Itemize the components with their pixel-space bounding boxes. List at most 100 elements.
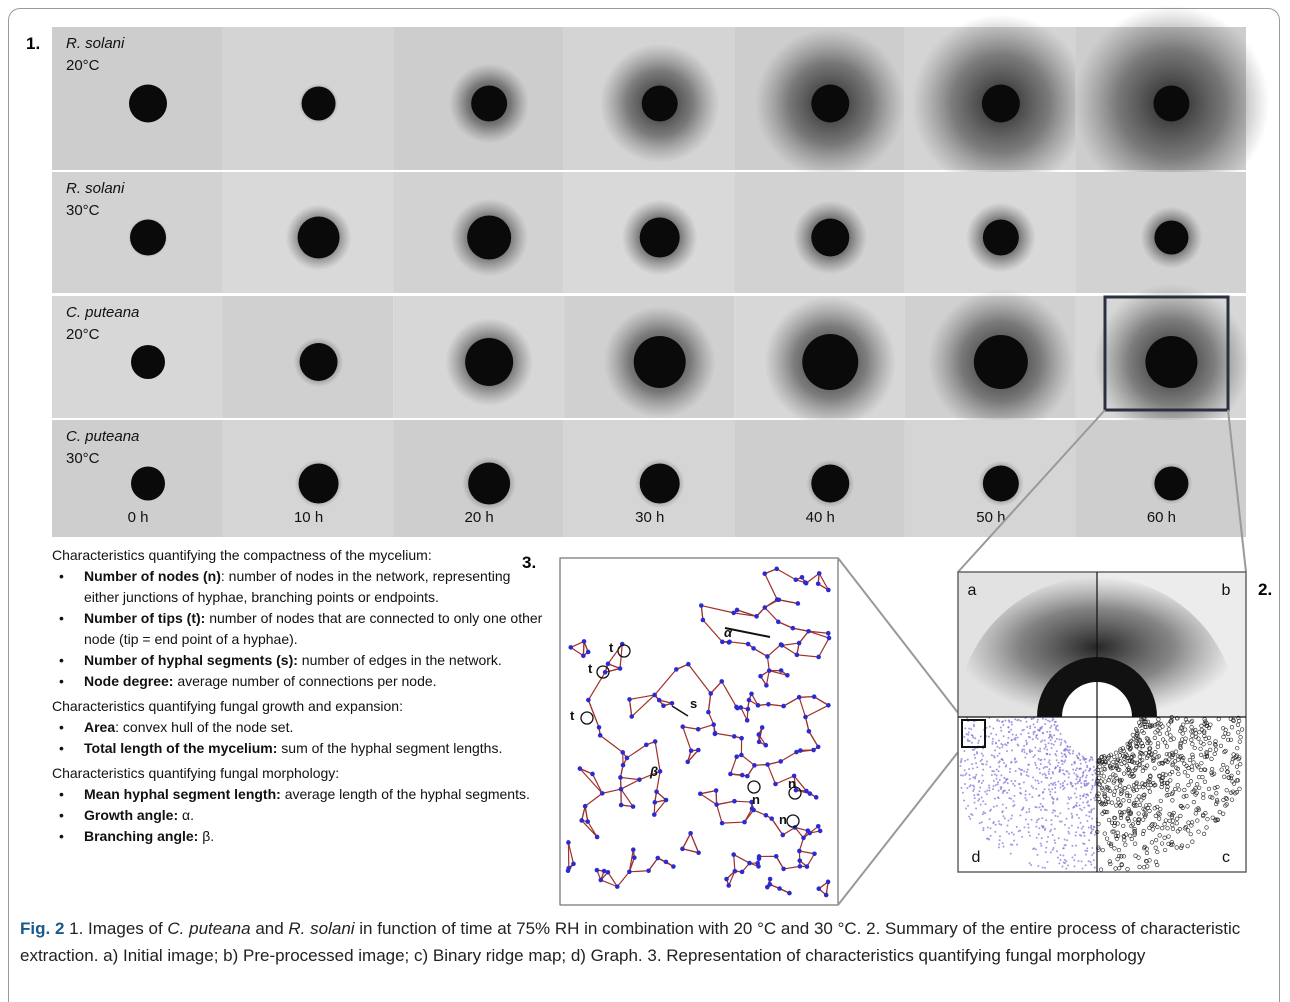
graph-node (1060, 820, 1063, 823)
graph-node (964, 782, 967, 785)
ridge-cell (1121, 835, 1127, 840)
graph-node (1041, 826, 1044, 829)
network-node (585, 819, 591, 824)
network-node (794, 749, 799, 755)
graph-node (994, 823, 997, 826)
ridge-cell (1134, 803, 1139, 808)
graph-node (1032, 755, 1035, 758)
graph-node (960, 759, 963, 762)
graph-node (1068, 826, 1071, 829)
marker-circle (617, 644, 631, 658)
network-node (731, 734, 737, 739)
network-node (688, 831, 693, 836)
mycelium-core (301, 86, 336, 121)
graph-node (1028, 793, 1031, 796)
graph-node (1040, 825, 1043, 828)
graph-node (1038, 768, 1041, 771)
hyphal-segment (587, 671, 606, 701)
ridge-cell (1175, 766, 1180, 771)
graph-node (1035, 736, 1038, 739)
graph-node (1028, 862, 1031, 865)
hyphal-segment (687, 663, 712, 694)
ridge-cell (1159, 784, 1164, 790)
ridge-cell (1156, 741, 1161, 746)
ridge-cell (1215, 784, 1220, 790)
ridge-cell (1099, 770, 1104, 775)
graph-node (997, 781, 1000, 784)
ridge-cell (1192, 788, 1197, 793)
species-name: C. puteana (66, 304, 140, 321)
graph-node (1015, 760, 1018, 763)
ridge-cell (1115, 830, 1120, 835)
hyphal-segment (729, 641, 749, 645)
ridge-cell (1221, 811, 1226, 816)
graph-node (1075, 778, 1078, 781)
graph-node (1044, 774, 1047, 777)
hyphal-segment (764, 573, 778, 600)
marker-circle (786, 814, 800, 828)
graph-node (1010, 817, 1013, 820)
network-node (826, 587, 831, 593)
graph-node (1028, 748, 1031, 751)
ridge-cell (1130, 754, 1135, 760)
mycelium-core (982, 465, 1019, 502)
hyphal-segment (733, 612, 757, 617)
network-node (778, 759, 784, 764)
graph-node (1000, 758, 1003, 761)
graph-node (1089, 767, 1092, 770)
ridge-cell (1156, 754, 1161, 759)
graph-node (1010, 831, 1013, 834)
graph-node (974, 777, 977, 780)
characteristics-list: Characteristics quantifying the compactn… (52, 543, 547, 851)
graph-node (1089, 755, 1092, 758)
graph-node (1082, 831, 1085, 834)
graph-node (1024, 793, 1027, 796)
network (565, 566, 832, 898)
ridge-cell (1166, 727, 1172, 732)
graph-node (1036, 720, 1039, 723)
zoom-line (837, 557, 963, 719)
graph-node (1054, 752, 1057, 755)
network-node (594, 867, 600, 873)
mycelium-core (471, 85, 508, 122)
ridge-cell (1147, 780, 1152, 785)
graph-node (1094, 782, 1097, 785)
graph-node (1065, 860, 1068, 863)
ridge-cell (1173, 749, 1179, 754)
graph-node (1041, 866, 1044, 869)
ridge-cell (1114, 750, 1119, 755)
network-node (637, 777, 642, 782)
ridge-cell (1229, 760, 1235, 765)
network-node (763, 742, 769, 748)
graph-node (1044, 723, 1047, 726)
network-node (596, 725, 602, 730)
ridge-cell (1130, 752, 1135, 757)
graph-node (984, 812, 987, 815)
graph-node (1002, 723, 1005, 726)
ridge-cell (1204, 723, 1209, 729)
ridge-cell (1205, 753, 1210, 758)
graph-node (1057, 837, 1060, 840)
ridge-cell (1142, 782, 1147, 787)
graph-node (980, 796, 983, 799)
graph-node (1047, 788, 1050, 791)
ridge-cell (1143, 812, 1149, 817)
network-node (582, 803, 588, 809)
ridge-cell (1160, 760, 1165, 766)
ridge-cell (1134, 732, 1140, 737)
graph-node (961, 791, 964, 794)
ridge-cell (1166, 841, 1171, 846)
graph-node (1023, 744, 1026, 747)
graph-node (1080, 809, 1083, 812)
graph-node (994, 742, 997, 745)
graph-node (1086, 820, 1089, 823)
ridge-cell (1219, 767, 1224, 772)
graph-node (969, 784, 972, 787)
network-node (627, 697, 632, 702)
hyphal-segment (626, 744, 647, 759)
ridge-cell (1115, 821, 1120, 826)
graph-node (1019, 733, 1022, 736)
graph-node (982, 768, 985, 771)
graph-node (1060, 738, 1063, 741)
